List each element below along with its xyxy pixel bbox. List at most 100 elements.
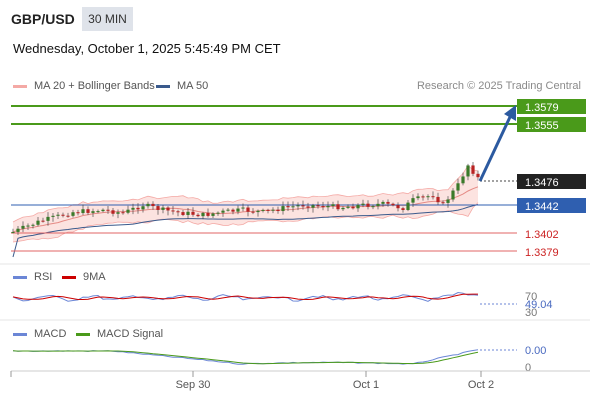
candle-body (206, 212, 210, 216)
candle-body (431, 196, 435, 198)
price-tag-r2: 1.3579 (517, 99, 586, 114)
timeframe-button[interactable]: 30 MIN (82, 7, 133, 31)
candle-body (326, 205, 330, 208)
legend-ma50: MA 50 (156, 80, 208, 92)
legend-bb-label: MA 20 + Bollinger Bands (34, 80, 155, 92)
candle-body (466, 165, 470, 177)
candle-body (201, 212, 205, 217)
ma50-swatch-icon (156, 84, 170, 88)
candle-body (391, 203, 395, 206)
candle-body (61, 214, 65, 216)
candle-body (371, 206, 375, 208)
candle-body (171, 210, 175, 212)
candle-body (111, 210, 115, 214)
candle-body (126, 209, 130, 213)
candle-body (236, 208, 240, 212)
candle-body (301, 205, 305, 207)
candle-body (361, 203, 365, 205)
bollinger-upper-line (12, 165, 479, 223)
legend-rsi-ma-label: 9MA (83, 271, 106, 283)
candle-body (16, 228, 20, 232)
candle-body (121, 212, 125, 214)
candle-body (41, 220, 45, 222)
candle-body (441, 202, 445, 204)
candle-body (216, 212, 220, 214)
candle-body (456, 183, 460, 191)
macd-signal-swatch-icon (76, 332, 90, 336)
bollinger-band-fill (13, 165, 478, 242)
candle-body (356, 204, 360, 209)
candle-body (386, 201, 390, 204)
candle-body (191, 211, 195, 215)
candle-body (436, 196, 440, 203)
candle-body (396, 205, 400, 209)
price-tag-r1-text: 1.3555 (525, 120, 559, 132)
macd-value: 0.00 (525, 345, 546, 357)
price-tag-pivot: 1.3442 (517, 198, 586, 213)
legend-macd-label: MACD (34, 328, 67, 340)
candle-body (261, 209, 265, 211)
candle-body (226, 209, 230, 211)
candle-body (271, 209, 275, 211)
price-tag-current-text: 1.3476 (525, 177, 559, 189)
candle-body (341, 207, 345, 210)
candle-body (151, 203, 155, 207)
candle-body (71, 212, 75, 216)
candle-body (321, 206, 325, 208)
candle-body (286, 206, 290, 208)
candle-body (81, 209, 85, 214)
candle-body (331, 204, 335, 206)
candle-body (461, 176, 465, 184)
candle-body (146, 203, 150, 207)
price-tag-pivot-text: 1.3442 (525, 201, 559, 213)
legend-macd: MACD (13, 328, 66, 340)
legend-rsi-ma: 9MA (62, 271, 106, 283)
price-tag-current: 1.3476 (517, 174, 586, 189)
ma50-line (12, 204, 479, 258)
candle-body (156, 206, 160, 210)
legend-macd-signal: MACD Signal (76, 328, 163, 340)
bollinger-lower-line (12, 202, 479, 243)
chart-datetime: Wednesday, October 1, 2025 5:45:49 PM CE… (13, 41, 281, 56)
legend-bb: MA 20 + Bollinger Bands (13, 80, 155, 92)
candle-body (256, 210, 260, 213)
candle-body (101, 209, 105, 212)
macd-swatch-icon (13, 332, 27, 336)
candle-body (411, 198, 415, 203)
x-axis-label-sep30: Sep 30 (176, 379, 211, 391)
candle-body (31, 224, 35, 226)
candle-body (231, 209, 235, 212)
candle-body (296, 205, 300, 207)
candle-body (106, 209, 110, 211)
candle-body (311, 205, 315, 208)
candle-body (91, 211, 95, 213)
macd-line (12, 349, 479, 365)
candle-body (336, 204, 340, 210)
candle-body (266, 209, 270, 211)
macd-zero-label: 0 (525, 362, 531, 374)
forecast-arrow-icon (478, 105, 516, 182)
candle-body (211, 213, 215, 216)
candle-body (116, 212, 120, 214)
legend-macd-signal-label: MACD Signal (97, 328, 164, 340)
price-tag-r1: 1.3555 (517, 117, 586, 132)
candle-body (446, 199, 450, 203)
candle-body (56, 214, 60, 216)
rsi-swatch-icon (13, 275, 27, 279)
legend-rsi: RSI (13, 271, 52, 283)
candle-body (221, 210, 225, 213)
candle-body (181, 212, 185, 215)
candle-body (451, 190, 455, 200)
candle-body (406, 202, 410, 211)
rsi-line (12, 291, 479, 302)
candle-body (381, 201, 385, 204)
candle-body (426, 196, 430, 198)
candle-body (141, 206, 145, 210)
rsi-level-70: 70 (525, 291, 537, 303)
candle-body (346, 206, 350, 208)
candle-body (366, 203, 370, 207)
candle-body (96, 211, 100, 213)
candle-body (166, 207, 170, 211)
candle-body (86, 209, 90, 213)
